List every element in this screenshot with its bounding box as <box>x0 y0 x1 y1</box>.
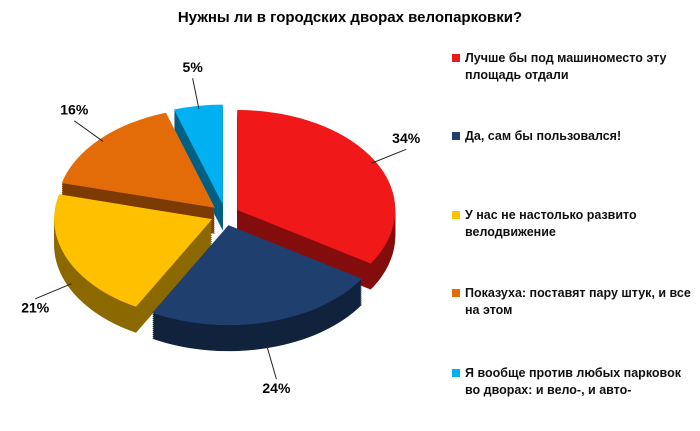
slice <box>237 109 396 264</box>
legend-entry: Я вообще против любых парковок во дворах… <box>452 365 695 399</box>
slice <box>173 104 223 205</box>
data-label: 5% <box>183 59 204 75</box>
legend-entry: Да, сам бы пользовался! <box>452 128 695 145</box>
leader-line <box>371 148 407 164</box>
slice <box>152 225 362 326</box>
chart-title: Нужны ли в городских дворах велопарковки… <box>178 9 522 26</box>
legend-entry: Показуха: поставят пару штук, и все на э… <box>452 285 695 319</box>
leader-line <box>35 283 72 300</box>
leader-line <box>266 344 277 380</box>
data-label: 34% <box>392 130 421 146</box>
legend-swatch <box>452 132 460 140</box>
leader-line <box>73 120 104 142</box>
slice <box>54 194 213 307</box>
data-label: 24% <box>262 380 291 396</box>
slice <box>61 112 215 208</box>
legend-swatch <box>452 289 460 297</box>
legend-swatch <box>452 211 460 219</box>
leader-line <box>192 78 200 109</box>
legend-swatch <box>452 369 460 377</box>
legend-swatch <box>452 54 460 62</box>
data-label: 16% <box>60 102 89 118</box>
data-label: 21% <box>21 300 50 316</box>
legend-entry: Лучше бы под машиноместо эту площадь отд… <box>452 50 695 84</box>
legend-entry: У нас не настолько развито велодвижение <box>452 207 695 241</box>
